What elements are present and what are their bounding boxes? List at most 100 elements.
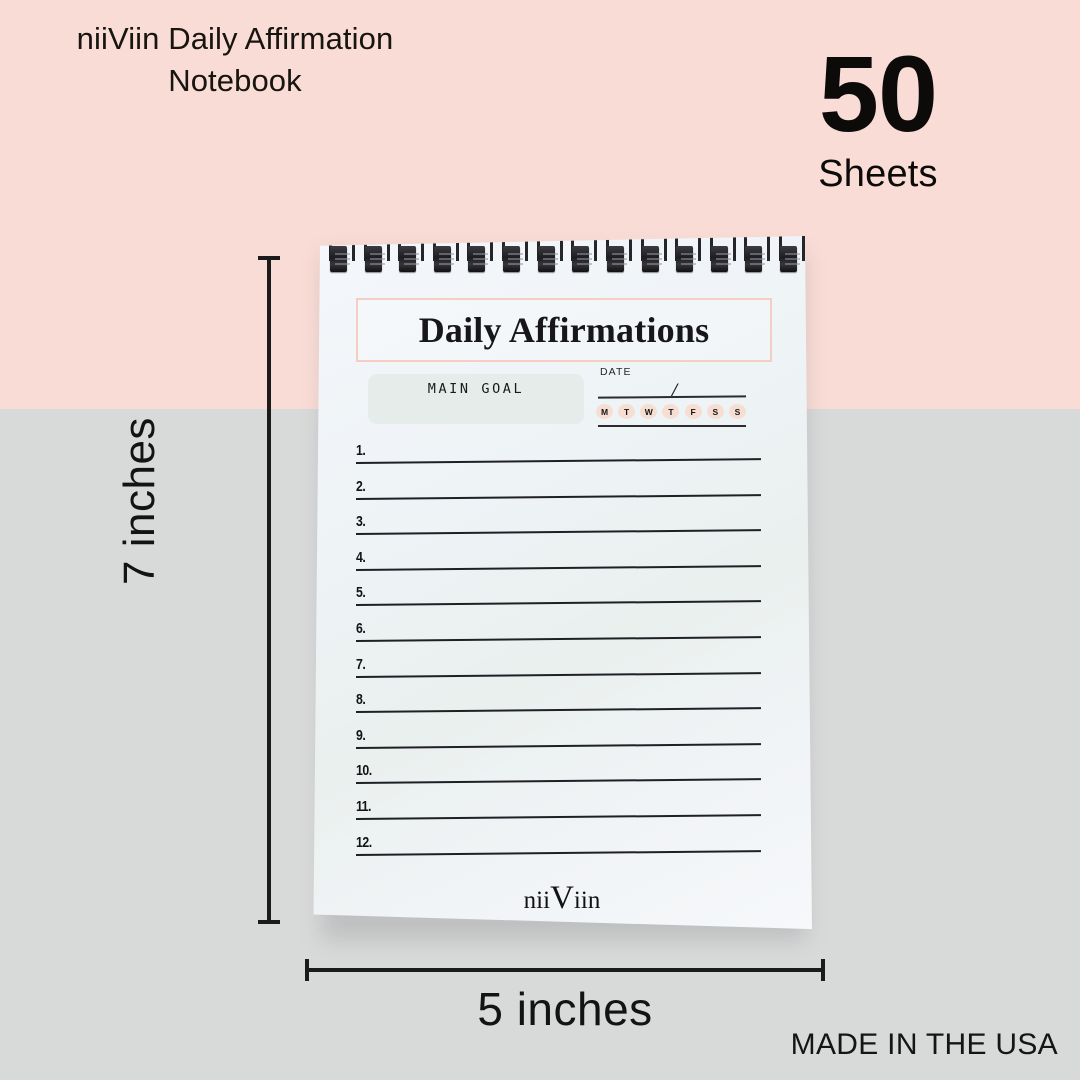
brand-logo-prefix: nii: [523, 887, 551, 914]
affirmation-line-row[interactable]: 8.: [355, 691, 766, 721]
affirmation-line-number: 10.: [356, 762, 372, 780]
spiral-coil: [741, 236, 771, 274]
affirmation-line-number: 1.: [356, 442, 366, 459]
affirmation-line-row[interactable]: 6.: [355, 620, 766, 650]
spiral-coil-clip-line: [542, 263, 558, 265]
width-dimension-cap-right: [821, 959, 825, 981]
affirmation-line-number: 9.: [356, 726, 366, 744]
affirmation-write-line: [355, 778, 761, 785]
affirmation-line-number: 3.: [356, 513, 366, 531]
spiral-coil-clip-line: [785, 258, 800, 260]
affirmation-line-row[interactable]: 9.: [355, 726, 766, 757]
spiral-coil: [361, 236, 390, 274]
affirmation-line-number: 5.: [356, 584, 366, 602]
made-in-usa-label: MADE IN THE USA: [790, 1028, 1058, 1061]
affirmation-write-line: [355, 458, 761, 464]
affirmation-line-number: 12.: [356, 833, 372, 851]
spiral-coil-clip-line: [681, 258, 697, 260]
spiral-coil-clip-line: [335, 253, 350, 255]
date-slash-separator: /: [672, 380, 678, 401]
day-badge-1[interactable]: T: [618, 404, 636, 419]
spiral-coil-clip-line: [681, 263, 697, 265]
spiral-coil-clip: [364, 246, 385, 272]
spiral-coil: [672, 236, 702, 274]
day-badge-4[interactable]: F: [684, 404, 702, 419]
sheet-count-number: 50: [818, 33, 938, 154]
spiral-coil: [638, 236, 667, 274]
spiral-coil-clip-line: [473, 258, 489, 260]
affirmation-line-row[interactable]: 12.: [355, 833, 766, 864]
spiral-coil: [395, 236, 425, 274]
affirmation-line-row[interactable]: 3.: [355, 513, 766, 543]
affirmation-line-number: 7.: [356, 655, 366, 673]
affirmation-write-line: [355, 529, 761, 536]
affirmation-line-number: 2.: [356, 477, 366, 495]
affirmation-write-line: [355, 742, 761, 749]
spiral-coil-clip-line: [542, 253, 558, 255]
affirmation-line-row[interactable]: 5.: [355, 584, 766, 614]
day-badge-5[interactable]: S: [706, 404, 724, 419]
spiral-coil-clip: [537, 246, 558, 272]
affirmation-line-row[interactable]: 10.: [355, 762, 766, 792]
main-goal-label: MAIN GOAL: [427, 381, 525, 397]
day-badge-3[interactable]: T: [662, 404, 680, 419]
day-badge-6[interactable]: S: [728, 404, 746, 419]
height-dimension-line: [258, 256, 280, 924]
spiral-coil-clip-line: [404, 253, 420, 255]
affirmation-line-row[interactable]: 1.: [355, 442, 766, 472]
width-dimension-line: [305, 959, 825, 981]
spiral-coil-clip-line: [611, 258, 627, 260]
width-dimension-label: 5 inches: [477, 983, 653, 1035]
notebook-title: Daily Affirmations: [418, 310, 710, 350]
product-title: niiViin Daily Affirmation Notebook: [0, 18, 470, 101]
spiral-coil-clip-line: [681, 253, 697, 255]
affirmation-write-line: [355, 671, 761, 678]
day-of-week-underline: [598, 425, 746, 427]
spiral-coil-clip-line: [369, 253, 385, 255]
spiral-coil-clip-line: [611, 263, 627, 265]
spiral-coil-clip-line: [335, 258, 350, 260]
spiral-coil-clip-line: [404, 258, 420, 260]
notebook-title-box: Daily Affirmations: [356, 298, 772, 362]
spiral-binding: [326, 236, 805, 276]
spiral-coil-clip-line: [646, 258, 662, 260]
main-goal-field[interactable]: MAIN GOAL: [368, 374, 584, 424]
spiral-coil-clip-line: [438, 253, 454, 255]
spiral-coil-clip: [468, 246, 489, 272]
affirmation-write-line: [355, 564, 761, 571]
affirmation-line-row[interactable]: 7.: [355, 655, 766, 686]
spiral-coil-clip: [503, 246, 524, 272]
spiral-coil-clip-line: [715, 258, 731, 260]
affirmation-line-number: 4.: [356, 548, 366, 566]
spiral-coil-clip-line: [369, 258, 385, 260]
spiral-coil: [707, 236, 736, 274]
spiral-coil-clip-line: [508, 263, 524, 265]
spiral-coil-clip-line: [508, 258, 524, 260]
spiral-coil: [326, 236, 355, 274]
affirmation-line-row[interactable]: 11.: [355, 798, 766, 828]
affirmation-line-row[interactable]: 4.: [355, 548, 766, 579]
affirmation-write-line: [355, 814, 761, 820]
sheet-count-badge: 50 Sheets: [728, 33, 1028, 195]
spiral-coil-clip: [745, 246, 766, 272]
spiral-coil-clip-line: [785, 253, 800, 255]
affirmation-line-number: 8.: [356, 691, 366, 709]
spiral-coil-clip-line: [646, 263, 662, 265]
spiral-coil-clip-line: [750, 258, 766, 260]
spiral-coil-clip-line: [577, 253, 593, 255]
spiral-coil-clip: [710, 246, 731, 272]
spiral-coil-clip-line: [473, 253, 489, 255]
affirmation-line-number: 6.: [356, 620, 366, 637]
spiral-coil-clip-line: [335, 263, 350, 265]
affirmation-line-row[interactable]: 2.: [355, 477, 766, 508]
day-badge-2[interactable]: W: [640, 404, 658, 419]
spiral-coil-clip-line: [369, 263, 385, 265]
affirmation-write-line: [355, 707, 761, 714]
day-badge-0[interactable]: M: [596, 404, 613, 419]
width-dimension-stem: [305, 968, 825, 972]
